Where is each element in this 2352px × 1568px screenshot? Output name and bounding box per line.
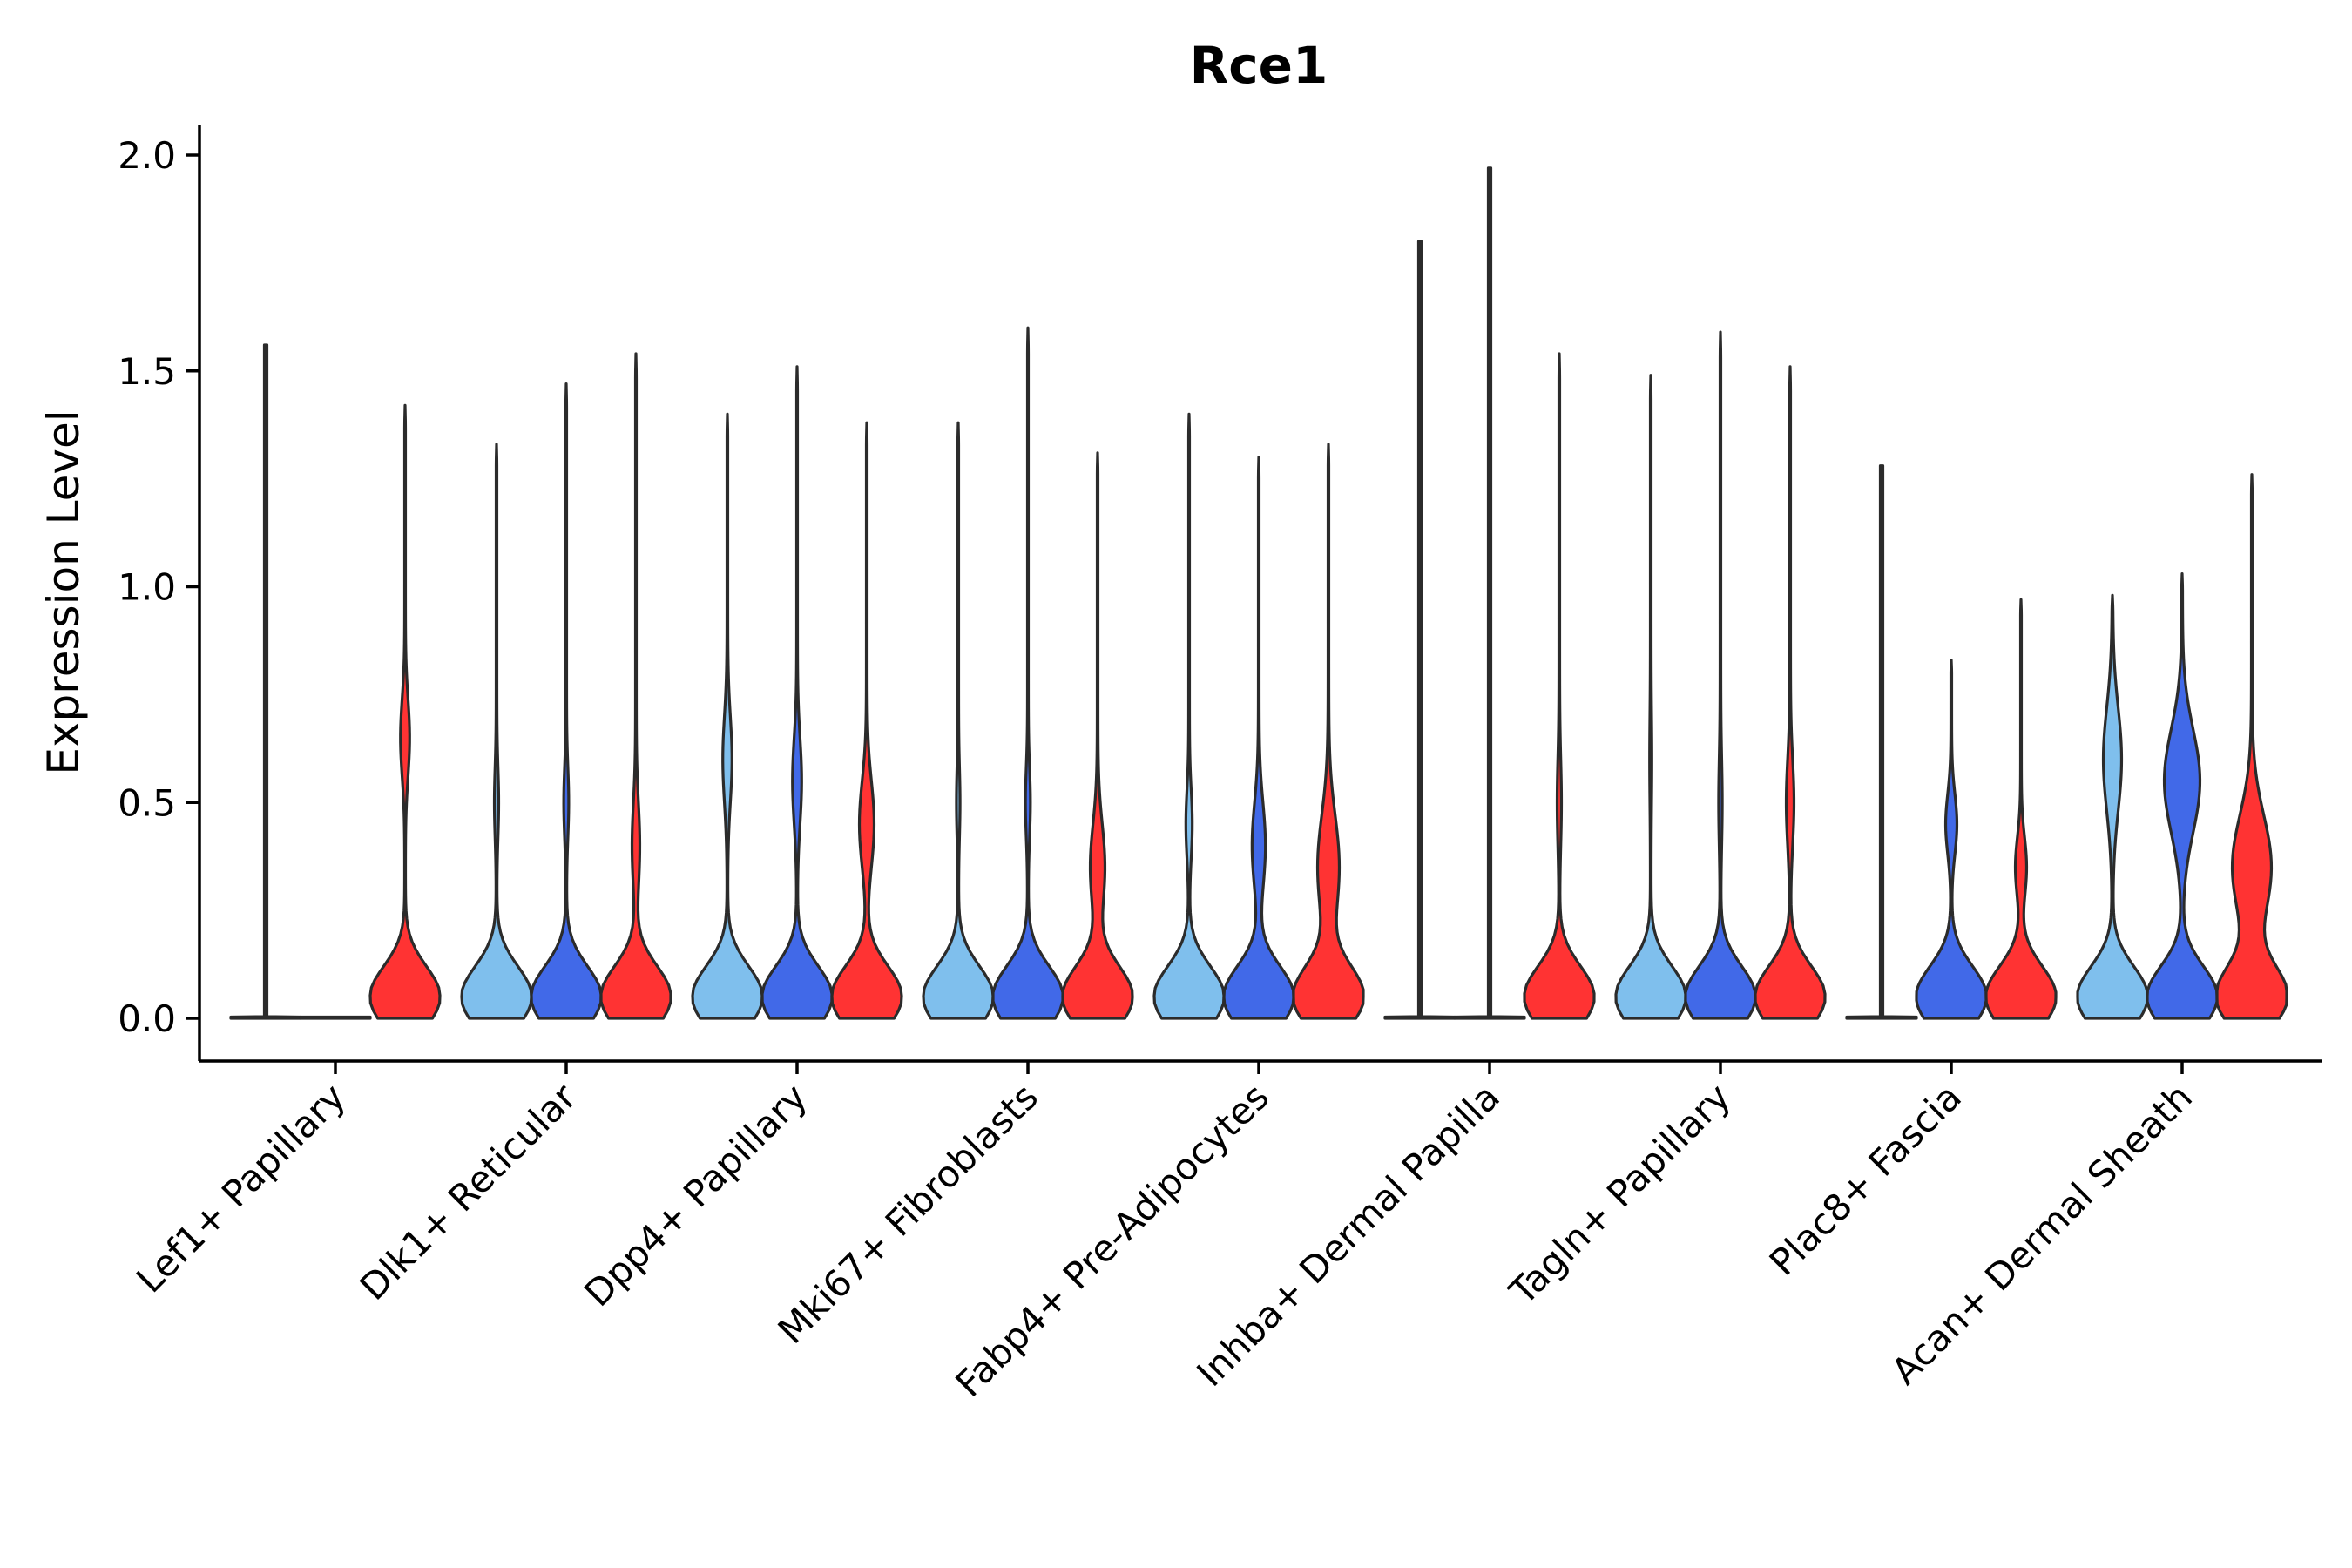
- y-tick-label: 0.0: [118, 997, 176, 1040]
- violin-7-2: [1984, 598, 2058, 1020]
- violin-8-1: [2146, 572, 2219, 1020]
- y-axis-label: Expression Level: [38, 409, 89, 774]
- x-tick-label: Mki67+ Fibroblasts: [770, 1075, 1046, 1351]
- y-tick-label: 0.5: [118, 781, 176, 824]
- violin-0-1: [299, 1015, 372, 1020]
- violin-1-2: [599, 352, 672, 1020]
- violin-6-1: [1684, 330, 1757, 1020]
- violin-1-1: [530, 382, 603, 1020]
- y-axis-ticks: 0.0 0.5 1.0 1.5 2.0: [118, 134, 199, 1040]
- violin-7-0: [1845, 464, 1918, 1020]
- violin-0-2: [368, 403, 442, 1020]
- y-tick-label: 1.0: [118, 566, 176, 609]
- violin-8-0: [2076, 593, 2149, 1020]
- chart-title: Rce1: [1190, 36, 1328, 95]
- violin-5-1: [1453, 166, 1526, 1020]
- y-tick-label: 1.5: [118, 350, 176, 393]
- x-tick-label: Dpp4+ Papillary: [576, 1075, 815, 1315]
- violin-5-2: [1523, 352, 1596, 1020]
- violins-group: [229, 166, 2288, 1020]
- violin-3-0: [922, 421, 995, 1020]
- y-tick-label: 2.0: [118, 134, 176, 177]
- violin-2-1: [760, 365, 834, 1020]
- violin-1-0: [460, 443, 533, 1020]
- violin-2-0: [691, 412, 764, 1020]
- x-tick-label: Tagln+ Papillary: [1501, 1075, 1739, 1313]
- x-tick-label: Lef1+ Papillary: [128, 1075, 354, 1301]
- violin-6-2: [1754, 365, 1827, 1020]
- x-tick-label: Plac8+ Fascia: [1761, 1075, 1970, 1283]
- violin-0-0: [229, 343, 302, 1020]
- violin-3-1: [991, 326, 1064, 1020]
- violin-5-0: [1383, 240, 1456, 1020]
- violin-8-2: [2215, 473, 2288, 1020]
- violin-2-2: [830, 421, 903, 1020]
- violin-3-2: [1061, 451, 1134, 1020]
- violin-4-0: [1152, 412, 1226, 1020]
- violin-7-1: [1915, 659, 1988, 1020]
- violin-6-0: [1614, 374, 1687, 1020]
- violin-4-1: [1222, 456, 1295, 1020]
- x-tick-label: Dlk1+ Reticular: [352, 1075, 585, 1308]
- violin-4-2: [1292, 443, 1365, 1020]
